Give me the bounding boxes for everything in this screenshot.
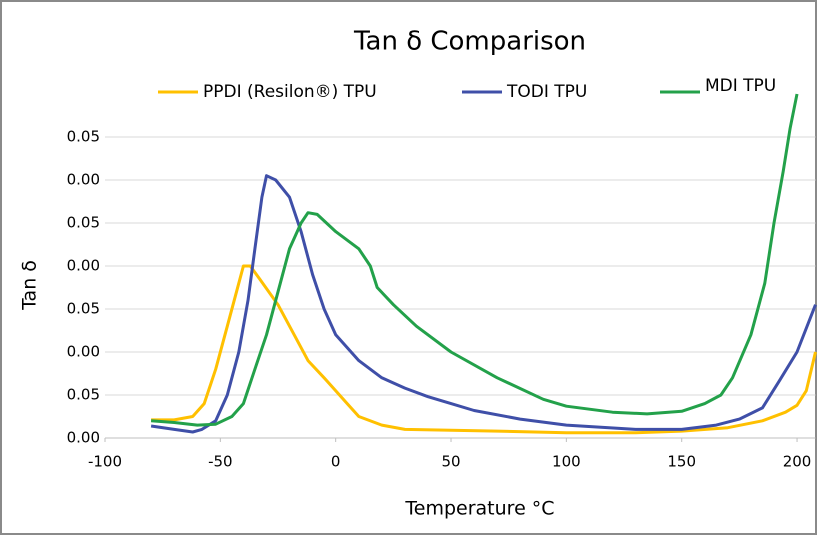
x-tick-label: -50 xyxy=(208,453,233,471)
series-line xyxy=(151,264,817,435)
x-tick-label: 0 xyxy=(331,453,341,471)
chart-title: Tan δ Comparison xyxy=(353,27,586,57)
y-tick-label: 0.05 xyxy=(67,214,100,232)
legend-label: TODI TPU xyxy=(506,82,587,102)
y-tick-label: 0.05 xyxy=(67,128,100,146)
y-tick-label: 0.00 xyxy=(67,429,100,447)
y-tick-label: 0.00 xyxy=(67,171,100,189)
y-tick-label: 0.00 xyxy=(67,257,100,275)
x-tick-label: -100 xyxy=(88,453,122,471)
x-tick-label: 50 xyxy=(441,453,460,471)
y-tick-label: 0.00 xyxy=(67,343,100,361)
x-axis-label: Temperature °C xyxy=(404,498,554,520)
y-tick-label: 0.05 xyxy=(67,386,100,404)
y-axis-label: Tan δ xyxy=(19,260,41,311)
x-tick-label: 100 xyxy=(552,453,581,471)
legend-label: MDI TPU xyxy=(705,76,776,96)
series-line xyxy=(150,93,799,427)
x-tick-label: 200 xyxy=(783,453,812,471)
y-tick-label: 0.05 xyxy=(67,300,100,318)
x-tick-label: 150 xyxy=(667,453,696,471)
legend-label: PPDI (Resilon®) TPU xyxy=(203,82,377,102)
series-line xyxy=(150,174,817,434)
